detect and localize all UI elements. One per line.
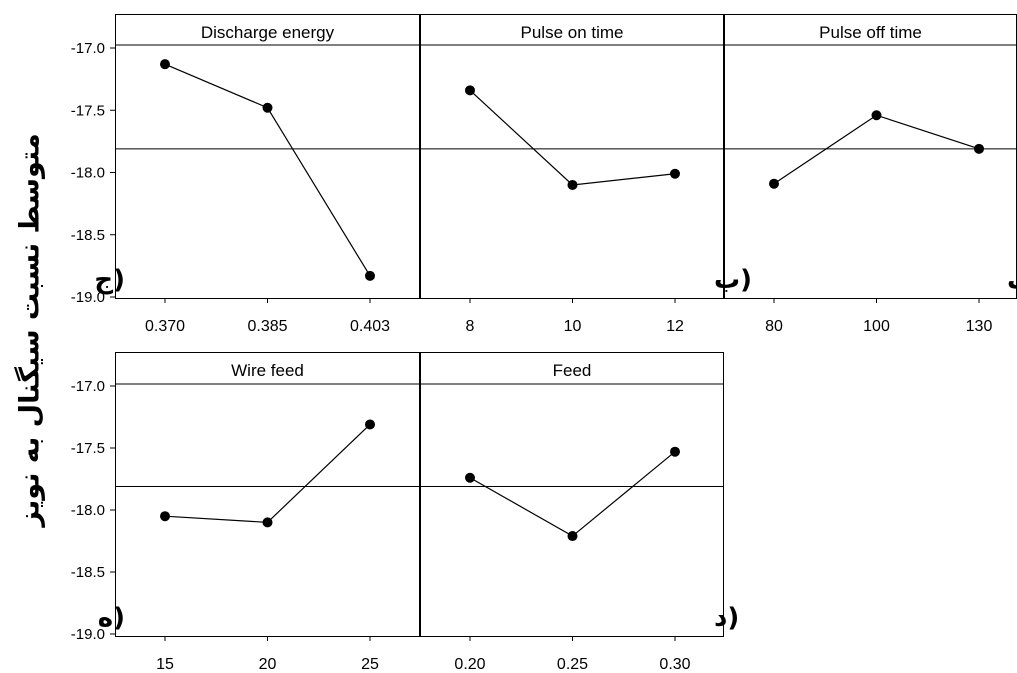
x-tick-label: 0.385 <box>247 318 287 335</box>
y-tick-label: -17.5 <box>71 102 105 119</box>
data-point <box>567 179 578 190</box>
x-tick-label: 10 <box>564 318 582 335</box>
y-tick-label: -19.0 <box>71 626 105 643</box>
panel-letter-label: (ب <box>714 265 752 295</box>
data-point <box>567 531 578 542</box>
data-point <box>670 446 680 457</box>
data-point <box>465 85 475 96</box>
x-tick-label: 8 <box>466 318 475 335</box>
series-line <box>469 89 676 186</box>
panel-frame <box>115 14 420 299</box>
x-tick-label: 100 <box>863 318 890 335</box>
series-line <box>164 424 371 524</box>
y-tick-label: -18.0 <box>71 165 105 182</box>
panel-letter-label: (د <box>714 603 739 633</box>
data-point <box>365 419 375 430</box>
y-tick-label: -18.5 <box>71 227 105 244</box>
panel-title: Pulse on time <box>521 23 624 42</box>
x-tick-label: 0.20 <box>454 656 485 673</box>
x-tick-label: 0.403 <box>350 318 390 335</box>
y-tick-label: -17.0 <box>71 378 105 395</box>
panel-frame <box>724 14 1017 299</box>
data-point <box>974 143 984 154</box>
series-line <box>773 114 980 185</box>
panel-title: Discharge energy <box>201 23 335 42</box>
panel-frame <box>420 14 724 299</box>
panel-title: Wire feed <box>231 361 304 380</box>
panel-title: Feed <box>553 361 592 380</box>
panel-letter-label: (ج <box>94 265 125 295</box>
x-tick-label: 25 <box>361 656 379 673</box>
x-tick-label: 0.370 <box>145 318 185 335</box>
x-tick-label: 0.30 <box>659 656 690 673</box>
y-tick-label: -17.5 <box>71 440 105 457</box>
y-tick-label: -17.0 <box>71 40 105 57</box>
series-line <box>469 451 676 537</box>
x-tick-label: 12 <box>666 318 684 335</box>
data-point <box>262 517 273 528</box>
panel-frame <box>420 352 724 637</box>
x-tick-label: 130 <box>966 318 993 335</box>
x-tick-label: 80 <box>765 318 783 335</box>
panel-frame <box>115 352 420 637</box>
data-point <box>262 102 273 113</box>
y-tick-label: -19.0 <box>71 289 105 306</box>
data-point <box>871 110 882 121</box>
panel-letter-label: (ه <box>98 603 125 633</box>
data-point <box>465 472 475 483</box>
panel-title: Pulse off time <box>819 23 922 42</box>
panel-letter-label: (الف <box>1007 265 1017 295</box>
series-line <box>164 63 371 277</box>
data-point <box>160 511 170 522</box>
x-tick-label: 20 <box>259 656 277 673</box>
x-tick-label: 0.25 <box>557 656 588 673</box>
x-tick-label: 15 <box>156 656 174 673</box>
data-point <box>160 59 170 70</box>
data-point <box>769 178 779 189</box>
y-tick-label: -18.5 <box>71 564 105 581</box>
y-tick-label: -18.0 <box>71 502 105 519</box>
data-point <box>670 168 680 179</box>
data-point <box>365 270 375 281</box>
